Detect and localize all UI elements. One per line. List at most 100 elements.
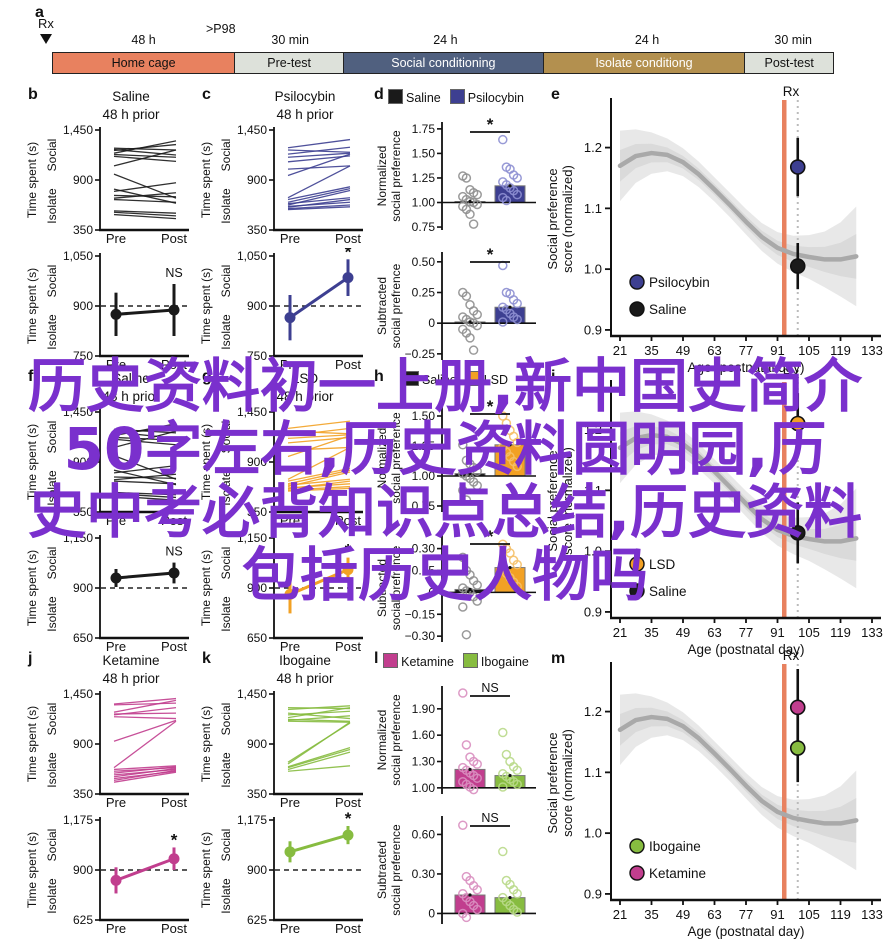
panel-l-normalized-bar-chart: 1.90 1.60 1.30 1.00 Normalized social prefere…: [375, 681, 536, 795]
panel-h-subtracted-bar-chart: 0.30 0.15 0 −0.15 −0.30 Subtracted social pref…: [375, 527, 536, 643]
svg-text:Social: Social: [219, 265, 233, 298]
svg-text:Post: Post: [161, 231, 187, 246]
panel-k-title: Ibogaine 48 h prior: [276, 653, 334, 686]
svg-text:0.9: 0.9: [584, 886, 602, 901]
svg-text:Social: Social: [45, 265, 59, 298]
legend-swatch: [383, 653, 399, 668]
legend-item: Ketamine: [383, 653, 454, 669]
panel-b-letter: b: [28, 86, 38, 103]
panel-k-spaghetti-chart: 1,450 900 350 Time spent (s) Social Isolate Pr…: [199, 687, 363, 810]
panel-k: k Ibogaine 48 h prior 1,450 900 350 Time spe…: [196, 650, 368, 950]
panel-d-normalized-bar-chart: 1.75 1.50 1.25 1.00 0.75 Normalized social pre…: [375, 115, 536, 234]
svg-text:1.60: 1.60: [412, 728, 436, 742]
svg-text:49: 49: [676, 343, 690, 358]
svg-text:750: 750: [73, 349, 93, 363]
svg-text:−0.30: −0.30: [405, 629, 436, 643]
panel-c-summary-chart: 1,050 900 750 Time spent (s) Social Isolate Pr…: [199, 248, 363, 372]
svg-text:119: 119: [830, 625, 851, 640]
svg-text:Isolate: Isolate: [219, 596, 233, 632]
svg-text:900: 900: [73, 737, 93, 751]
panel-g-spaghetti-chart: 1,450 900 350 Time spent (s) Social Isolate Pr…: [199, 405, 363, 528]
svg-text:Pre: Pre: [106, 513, 126, 528]
svg-text:NS: NS: [481, 681, 498, 695]
timeline-segment: Isolate conditiong: [542, 52, 746, 74]
svg-text:35: 35: [644, 625, 658, 640]
svg-text:1.50: 1.50: [412, 409, 436, 423]
panel-l-subtracted-bar-chart: 0.60 0.30 0 Subtracted social preference NS: [375, 811, 536, 924]
legend-swatch: [449, 89, 465, 104]
svg-text:NS: NS: [481, 811, 498, 825]
svg-text:Pre: Pre: [280, 513, 300, 528]
svg-text:1.00: 1.00: [412, 469, 436, 483]
legend-swatch: [465, 371, 481, 386]
svg-text:Rx: Rx: [783, 86, 800, 99]
svg-text:Saline: Saline: [649, 302, 687, 317]
svg-text:1.1: 1.1: [584, 765, 602, 780]
panel-l-legend: Ketamine Ibogaine: [372, 653, 540, 669]
panel-j-summary-chart: 1,175 900 625 Time spent (s) Social Isolate Pr…: [25, 813, 189, 936]
svg-text:Post: Post: [161, 795, 187, 810]
svg-text:0.60: 0.60: [412, 827, 436, 841]
svg-text:77: 77: [739, 625, 753, 640]
svg-text:0.50: 0.50: [412, 255, 436, 269]
panel-c-letter: c: [202, 86, 211, 103]
svg-text:350: 350: [247, 505, 267, 519]
svg-text:49: 49: [676, 907, 690, 922]
panel-g-letter: g: [202, 368, 212, 385]
svg-text:1,450: 1,450: [63, 123, 93, 137]
svg-text:Ketamine: Ketamine: [649, 866, 706, 881]
svg-text:0: 0: [428, 585, 435, 599]
svg-text:*: *: [487, 115, 494, 134]
svg-text:score (normalized): score (normalized): [560, 165, 575, 273]
svg-text:63: 63: [707, 907, 721, 922]
svg-text:0.30: 0.30: [412, 867, 436, 881]
svg-text:350: 350: [247, 223, 267, 237]
svg-text:21: 21: [613, 907, 627, 922]
svg-text:Pre: Pre: [280, 639, 300, 654]
svg-text:score (normalized): score (normalized): [560, 729, 575, 837]
svg-text:Time spent (s): Time spent (s): [25, 268, 39, 344]
panel-b: b Saline 48 h prior 1,450 900 350 Time spent…: [22, 86, 194, 372]
svg-text:*: *: [345, 541, 352, 560]
panel-d-subtracted-bar-chart: 0.50 0.25 0 −0.25 Subtracted social prefrence…: [375, 245, 536, 361]
svg-text:social prefrence: social prefrence: [389, 545, 403, 630]
panel-g-summary-chart: 1,150 900 650 Time spent (s) Social Isolate Pr…: [199, 531, 363, 654]
svg-text:900: 900: [247, 173, 267, 187]
svg-text:social preference: social preference: [389, 694, 403, 786]
rx-injection-label: Rx: [38, 16, 54, 31]
svg-text:900: 900: [73, 299, 93, 313]
svg-text:Time spent (s): Time spent (s): [25, 832, 39, 908]
svg-text:Isolate: Isolate: [219, 752, 233, 788]
svg-text:650: 650: [73, 631, 93, 645]
svg-text:Time spent (s): Time spent (s): [25, 550, 39, 626]
svg-text:0: 0: [428, 906, 435, 920]
svg-text:91: 91: [770, 625, 784, 640]
svg-text:−0.25: −0.25: [405, 347, 436, 361]
svg-text:Pre: Pre: [106, 921, 126, 936]
svg-text:Isolate: Isolate: [45, 878, 59, 914]
svg-text:1,450: 1,450: [63, 687, 93, 701]
svg-text:Time spent (s): Time spent (s): [199, 142, 213, 218]
svg-text:1.0: 1.0: [584, 262, 602, 277]
panel-i: i Rx 1.2 1.1 1.0 0.9 21 35 49 63 77 91 105 119 133 Age…: [545, 368, 890, 660]
svg-text:Post: Post: [335, 795, 361, 810]
panel-m: m Rx 1.2 1.1 1.0 0.9 21 35 49 63 77 91 105 119 133 Age…: [545, 650, 890, 942]
svg-text:63: 63: [707, 343, 721, 358]
svg-text:Ibogaine: Ibogaine: [649, 839, 701, 854]
svg-text:NS: NS: [165, 266, 182, 280]
svg-text:Isolate: Isolate: [45, 314, 59, 350]
svg-text:133: 133: [861, 625, 883, 640]
legend-item: LSD: [465, 371, 508, 387]
svg-text:21: 21: [613, 625, 627, 640]
timeline-segment: Social conditioning: [343, 52, 544, 74]
svg-text:Pre: Pre: [106, 639, 126, 654]
svg-text:21: 21: [613, 343, 627, 358]
svg-text:0.30: 0.30: [412, 542, 436, 556]
svg-text:1.00: 1.00: [412, 196, 436, 210]
svg-text:social preference: social preference: [389, 130, 403, 222]
panel-k-summary-chart: 1,175 900 625 Time spent (s) Social Isolate Pr…: [199, 812, 363, 936]
svg-text:Social: Social: [45, 139, 59, 172]
svg-text:Post: Post: [161, 639, 187, 654]
svg-text:*: *: [345, 812, 352, 828]
svg-text:social preference: social preference: [389, 824, 403, 916]
